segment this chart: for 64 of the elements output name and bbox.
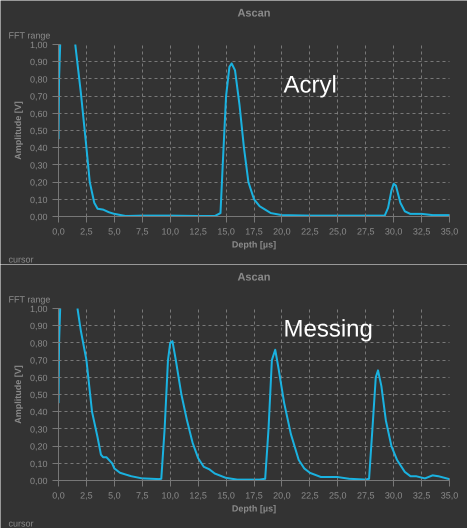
x-tick-label: 35,0 (440, 490, 458, 500)
chart-title: Ascan (237, 272, 271, 284)
y-tick-label: 0,90 (30, 57, 48, 68)
annotation: Acryl (284, 72, 337, 98)
chart-title: Ascan (237, 8, 271, 20)
x-tick-label: 17,5 (245, 490, 263, 500)
y-tick-label: 0,60 (30, 108, 48, 119)
y-tick-label: 0,90 (30, 321, 48, 332)
x-tick-label: 15,0 (217, 226, 235, 236)
y-tick-label: 1,00 (30, 40, 48, 50)
x-tick-label: 25,0 (329, 226, 347, 236)
text: cursor (8, 254, 34, 264)
annotation: Messing (284, 316, 373, 342)
y-tick-label: 0,70 (30, 356, 48, 366)
y-tick-label: 0,30 (30, 160, 48, 170)
x-tick-label: 15,0 (217, 490, 235, 500)
y-axis-title: Amplitude [V] (12, 365, 23, 424)
y-tick-label: 0,50 (30, 126, 48, 136)
x-tick-label: 5,0 (108, 226, 121, 236)
y-tick-label: 0,00 (30, 476, 48, 486)
y-tick-label: 0,60 (30, 372, 48, 383)
x-tick-label: 30,0 (384, 490, 402, 500)
y-tick-label: 0,40 (30, 407, 48, 418)
text: cursor (8, 518, 34, 528)
x-tick-label: 10,0 (161, 490, 179, 500)
y-tick-label: 0,20 (30, 178, 48, 188)
x-axis-title: Depth [µs] (232, 504, 276, 514)
x-tick-label: 12,5 (189, 490, 207, 500)
y-tick-label: 0,40 (30, 143, 48, 154)
x-tick-label: 32,5 (412, 490, 430, 500)
x-tick-label: 30,0 (384, 226, 402, 236)
y-tick-label: 1,00 (30, 304, 48, 314)
y-tick-label: 0,80 (30, 74, 48, 84)
x-tick-label: 7,5 (136, 226, 149, 236)
y-tick-label: 0,80 (30, 338, 48, 348)
x-tick-label: 27,5 (356, 226, 374, 236)
x-tick-label: 25,0 (329, 490, 347, 500)
y-tick-label: 0,30 (30, 424, 48, 434)
x-tick-label: 27,5 (356, 490, 374, 500)
x-tick-label: 7,5 (136, 490, 149, 500)
x-tick-label: 22,5 (301, 226, 319, 236)
x-tick-label: 17,5 (245, 226, 263, 236)
x-tick-label: 20,0 (273, 226, 291, 236)
text: FFT range (8, 30, 50, 40)
y-tick-label: 0,50 (30, 390, 48, 400)
y-tick-label: 0,10 (30, 194, 48, 205)
x-axis-title: Depth [µs] (232, 240, 276, 250)
x-tick-label: 22,5 (301, 490, 319, 500)
y-tick-label: 0,70 (30, 92, 48, 102)
y-tick-label: 0,10 (30, 458, 48, 469)
x-tick-label: 35,0 (440, 226, 458, 236)
x-tick-label: 5,0 (108, 490, 121, 500)
x-tick-label: 0,0 (52, 490, 65, 500)
x-tick-label: 2,5 (80, 490, 93, 500)
y-tick-label: 0,20 (30, 442, 48, 452)
x-tick-label: 32,5 (412, 226, 430, 236)
x-tick-label: 10,0 (161, 226, 179, 236)
text: FFT range (8, 294, 50, 304)
y-axis-title: Amplitude [V] (12, 101, 23, 160)
y-tick-label: 0,00 (30, 212, 48, 222)
x-tick-label: 12,5 (189, 226, 207, 236)
x-tick-label: 2,5 (80, 226, 93, 236)
x-tick-label: 20,0 (273, 490, 291, 500)
x-tick-label: 0,0 (52, 226, 65, 236)
